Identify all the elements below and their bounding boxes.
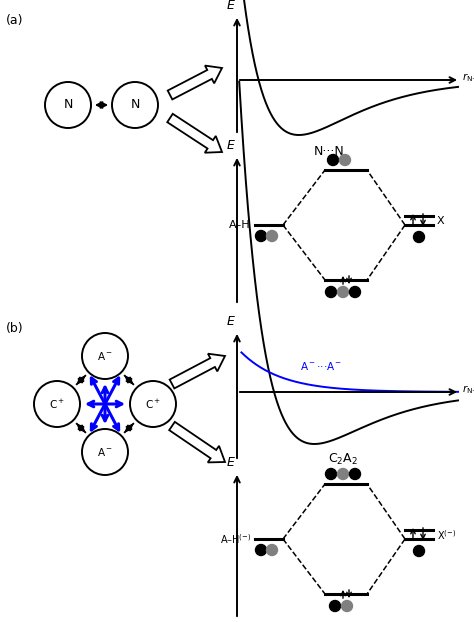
Circle shape [413, 545, 425, 557]
Text: $E$: $E$ [226, 139, 236, 152]
Text: A$^-$: A$^-$ [97, 446, 113, 458]
Circle shape [339, 154, 350, 165]
Polygon shape [168, 65, 222, 100]
Text: $E$: $E$ [226, 315, 236, 328]
Circle shape [337, 468, 348, 480]
Text: A$^-$···A$^-$: A$^-$···A$^-$ [300, 360, 342, 372]
Text: X: X [437, 216, 445, 226]
Text: X$^{(-)}$: X$^{(-)}$ [437, 528, 456, 542]
Text: N: N [64, 98, 73, 111]
Circle shape [326, 287, 337, 297]
Text: $E$: $E$ [226, 0, 236, 12]
Text: N: N [130, 98, 140, 111]
Circle shape [255, 231, 266, 241]
Text: $r_{\mathrm{N{\cdots}N}}$: $r_{\mathrm{N{\cdots}N}}$ [462, 72, 474, 85]
Text: C$^+$: C$^+$ [49, 397, 65, 411]
Circle shape [413, 231, 425, 243]
Text: A–H: A–H [229, 220, 251, 230]
Text: $E$: $E$ [226, 456, 236, 469]
Text: $r_{\mathrm{N{\cdots}N}}$: $r_{\mathrm{N{\cdots}N}}$ [462, 384, 474, 396]
Text: C$^+$: C$^+$ [145, 397, 161, 411]
Text: N···N: N···N [314, 145, 345, 158]
Circle shape [266, 231, 277, 241]
Circle shape [329, 600, 340, 611]
Circle shape [337, 287, 348, 297]
Circle shape [266, 544, 277, 555]
Circle shape [349, 468, 361, 480]
Text: A$^-$: A$^-$ [97, 350, 113, 362]
Text: (b): (b) [6, 322, 24, 335]
Polygon shape [169, 422, 225, 462]
Text: C$_2$A$_2$: C$_2$A$_2$ [328, 452, 357, 467]
Circle shape [341, 600, 353, 611]
Circle shape [349, 287, 361, 297]
Polygon shape [170, 354, 225, 388]
Circle shape [255, 544, 266, 555]
Text: (a): (a) [6, 14, 24, 27]
Text: A–H$^{(-)}$: A–H$^{(-)}$ [219, 532, 251, 546]
Polygon shape [167, 114, 222, 153]
Circle shape [328, 154, 338, 165]
Circle shape [326, 468, 337, 480]
